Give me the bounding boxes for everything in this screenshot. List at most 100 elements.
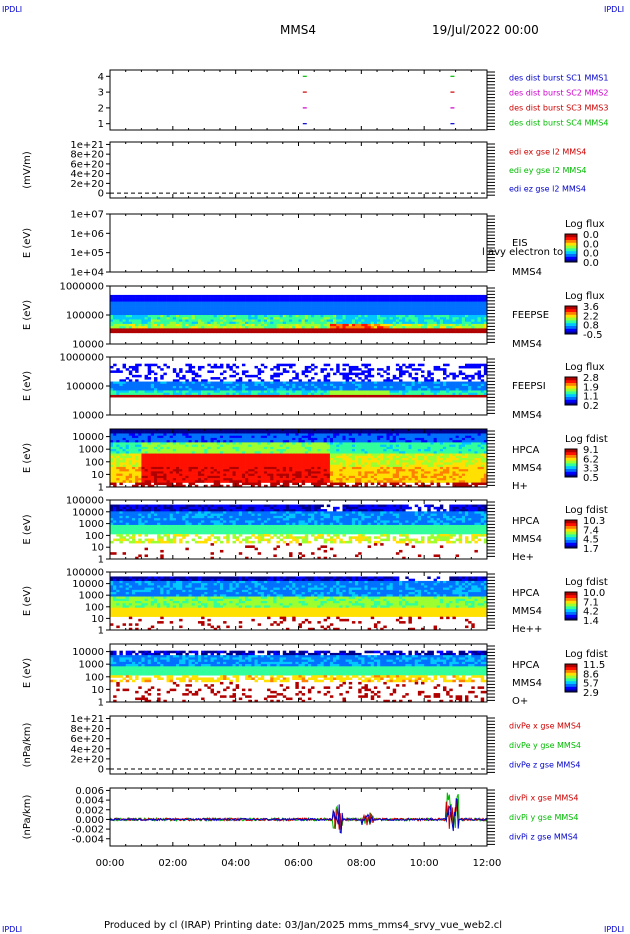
spectrogram-cell bbox=[201, 394, 205, 398]
spectrogram-cell bbox=[232, 437, 236, 441]
spectrogram-cell bbox=[113, 317, 117, 320]
spectrogram-cell bbox=[172, 390, 177, 393]
spectrogram-cell bbox=[166, 388, 170, 391]
spectrogram-cell bbox=[270, 431, 274, 434]
spectrogram-cell bbox=[210, 392, 214, 396]
spectrogram-cell bbox=[144, 303, 148, 307]
spectrogram-cell bbox=[216, 365, 221, 369]
spectrogram-cell bbox=[458, 372, 463, 376]
spectrogram-cell bbox=[433, 299, 438, 302]
spectrogram-cell bbox=[276, 299, 280, 302]
spectrogram-cell bbox=[144, 383, 148, 387]
spectrogram-cell bbox=[147, 466, 152, 470]
spectrogram-cell bbox=[210, 475, 214, 479]
spectrogram-cell bbox=[175, 394, 180, 398]
spectrogram-cell bbox=[395, 306, 400, 309]
spectrogram-cell bbox=[185, 306, 189, 309]
spectrogram-cell bbox=[191, 446, 196, 450]
spectrogram-cell bbox=[175, 473, 180, 477]
spectrogram-cell bbox=[144, 308, 148, 311]
spectrogram-cell bbox=[172, 449, 177, 452]
spectrogram-cell bbox=[304, 306, 309, 309]
spectrogram-cell bbox=[408, 326, 412, 329]
spectrogram-cell bbox=[245, 323, 249, 327]
spectrogram-cell bbox=[342, 301, 346, 305]
spectrogram-cell bbox=[172, 368, 177, 371]
spectrogram-cell bbox=[386, 312, 390, 316]
spectrogram-cell bbox=[197, 480, 202, 483]
spectrogram-cell bbox=[135, 449, 139, 452]
spectrogram-cell bbox=[427, 310, 431, 314]
spectrogram-cell bbox=[270, 303, 274, 307]
spectrogram-cell bbox=[238, 478, 243, 481]
spectrogram-cell bbox=[339, 326, 343, 329]
spectrogram-cell bbox=[138, 306, 142, 309]
spectrogram-cell bbox=[113, 429, 117, 432]
spectrogram-cell bbox=[169, 312, 174, 316]
spectrogram-cell bbox=[254, 386, 258, 389]
spectrogram-cell bbox=[411, 330, 416, 334]
spectrogram-cell bbox=[402, 294, 406, 298]
spectrogram-cell bbox=[169, 466, 174, 470]
spectrogram-cell bbox=[295, 299, 299, 302]
spectrogram-cell bbox=[436, 317, 441, 320]
spectrogram-cell bbox=[254, 460, 258, 463]
spectrogram-cell bbox=[116, 301, 120, 305]
spectrogram-cell bbox=[345, 299, 350, 302]
spectrogram-cell bbox=[210, 464, 214, 468]
spectrogram-cell bbox=[273, 386, 277, 389]
spectrogram-cell bbox=[207, 433, 211, 436]
spectrogram-cell bbox=[213, 323, 218, 327]
spectrogram-cell bbox=[210, 440, 214, 443]
spectrogram-cell bbox=[257, 460, 262, 463]
spectrogram-cell bbox=[361, 294, 365, 298]
spectrogram-cell bbox=[128, 471, 133, 474]
spectrogram-cell bbox=[157, 431, 161, 434]
spectrogram-cell bbox=[254, 312, 258, 316]
spectrogram-cell bbox=[311, 301, 315, 305]
spectrogram-cell bbox=[301, 370, 306, 373]
spectrogram-cell bbox=[235, 394, 240, 398]
spectrogram-cell bbox=[238, 446, 243, 450]
spectrogram-cell bbox=[238, 326, 243, 329]
spectrogram-cell bbox=[421, 330, 425, 334]
spectrogram-cell bbox=[289, 321, 293, 325]
spectrogram-cell bbox=[172, 328, 177, 331]
spectrogram-cell bbox=[351, 299, 356, 302]
spectrogram-cell bbox=[267, 480, 271, 483]
spectrogram-cell bbox=[345, 392, 350, 396]
spectrogram-cell bbox=[383, 297, 387, 300]
spectrogram-cell bbox=[131, 319, 136, 322]
spectrogram-cell bbox=[336, 383, 340, 387]
spectrogram-cell bbox=[229, 437, 233, 441]
spectrogram-cell bbox=[131, 374, 136, 378]
spectrogram-cell bbox=[336, 392, 340, 396]
spectrogram-cell bbox=[402, 372, 406, 376]
spectrogram-cell bbox=[383, 319, 387, 322]
spectrogram-cell bbox=[191, 315, 196, 318]
spectrogram-cell bbox=[197, 388, 202, 391]
spectrogram-cell bbox=[364, 388, 368, 391]
spectrogram-cell bbox=[364, 294, 368, 298]
spectrogram-cell bbox=[468, 386, 472, 389]
spectrogram-cell bbox=[452, 317, 456, 320]
spectrogram-cell bbox=[182, 469, 186, 472]
spectrogram-cell bbox=[210, 312, 214, 316]
spectrogram-cell bbox=[461, 301, 466, 305]
spectrogram-cell bbox=[364, 377, 368, 380]
spectrogram-cell bbox=[216, 444, 221, 448]
spectrogram-cell bbox=[355, 294, 359, 298]
spectrogram-cell bbox=[471, 326, 475, 329]
spectrogram-cell bbox=[138, 466, 142, 470]
spectrogram-cell bbox=[201, 310, 205, 314]
spectrogram-cell bbox=[355, 330, 359, 334]
spectrogram-cell bbox=[329, 299, 334, 302]
spectrogram-cell bbox=[424, 294, 428, 298]
spectrogram-cell bbox=[210, 308, 214, 311]
spectrogram-cell bbox=[443, 315, 447, 318]
spectrogram-cell bbox=[201, 321, 205, 325]
spectrogram-cell bbox=[219, 451, 224, 454]
spectrogram-cell bbox=[411, 321, 416, 325]
spectrogram-cell bbox=[223, 308, 227, 311]
spectrogram-cell bbox=[298, 381, 302, 385]
